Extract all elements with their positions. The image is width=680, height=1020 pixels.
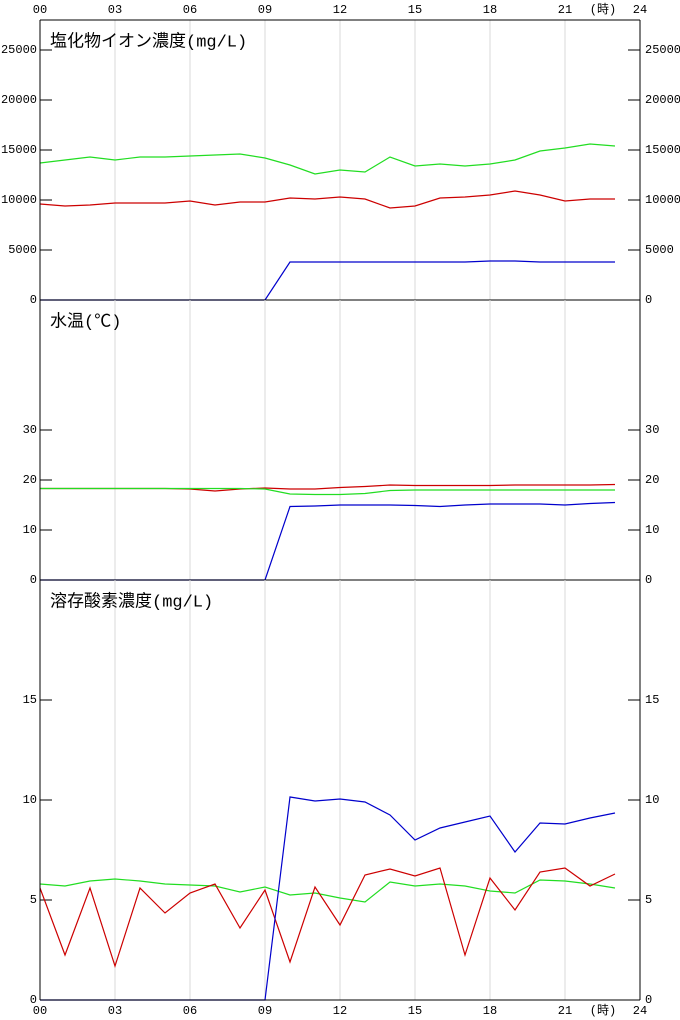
y-tick-label: 5000 [8,243,37,257]
panel-title: 溶存酸素濃度(mg/L) [50,591,213,612]
y-tick-label: 15000 [1,143,37,157]
x-tick-label: 15 [408,3,422,17]
y-tick-label: 0 [30,293,37,307]
x-tick-label: 06 [183,3,197,17]
y-tick-label: 10000 [1,193,37,207]
x-tick-label: 06 [183,1004,197,1018]
y-tick-label: 25000 [645,43,680,57]
y-tick-label: 0 [645,993,652,1007]
x-tick-label: 03 [108,1004,122,1018]
y-tick-label: 30 [645,423,659,437]
x-unit: (時) [590,2,616,17]
y-tick-label: 20 [645,473,659,487]
series-line [39,867,616,968]
y-tick-label: 10 [23,793,37,807]
y-tick-label: 20 [23,473,37,487]
x-tick-label: 18 [483,1004,497,1018]
x-tick-label: 18 [483,3,497,17]
x-tick-label: 21 [558,1004,572,1018]
x-tick-label: 09 [258,1004,272,1018]
series-line [40,487,615,496]
y-tick-label: 15000 [645,143,680,157]
x-tick-label: 00 [33,1004,47,1018]
y-tick-label: 20000 [1,93,37,107]
y-tick-label: 30 [23,423,37,437]
x-tick-label: 12 [333,3,347,17]
x-unit: (時) [590,1003,616,1018]
y-tick-label: 5 [645,893,652,907]
y-tick-label: 5 [30,893,37,907]
x-tick-label: 12 [333,1004,347,1018]
x-tick-label: 24 [633,3,647,17]
series-line [40,501,616,581]
y-tick-label: 15 [645,693,659,707]
series-line [40,796,616,1001]
series-line [39,143,616,175]
series-line [39,878,616,903]
series-line [39,190,615,209]
y-tick-label: 0 [30,993,37,1007]
y-tick-label: 5000 [645,243,674,257]
panel-title: 水温(℃) [50,311,121,332]
y-tick-label: 0 [30,573,37,587]
y-tick-label: 25000 [1,43,37,57]
x-tick-label: 15 [408,1004,422,1018]
x-tick-label: 09 [258,3,272,17]
x-tick-label: 00 [33,3,47,17]
x-tick-label: 03 [108,3,122,17]
y-tick-label: 20000 [645,93,680,107]
x-tick-label: 21 [558,3,572,17]
x-tick-label: 24 [633,1004,647,1018]
y-tick-label: 10000 [645,193,680,207]
series-line [40,260,615,301]
y-tick-label: 10 [645,793,659,807]
panel-title: 塩化物イオン濃度(mg/L) [50,31,247,52]
y-tick-label: 10 [23,523,37,537]
y-tick-label: 0 [645,573,652,587]
y-tick-label: 15 [23,693,37,707]
y-tick-label: 10 [645,523,659,537]
y-tick-label: 0 [645,293,652,307]
